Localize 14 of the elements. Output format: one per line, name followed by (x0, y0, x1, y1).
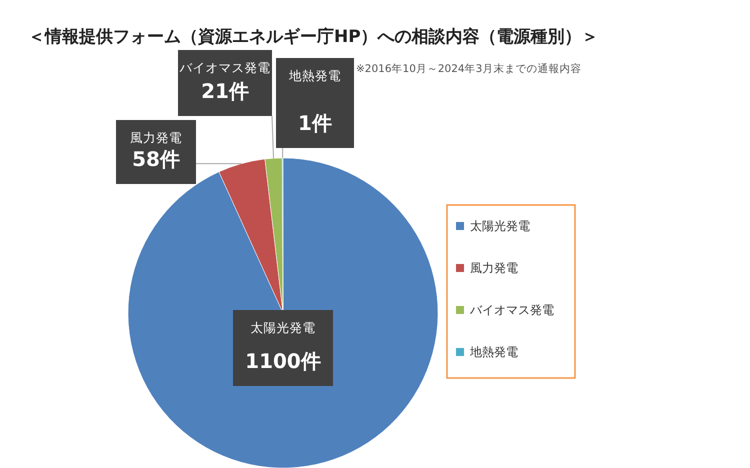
legend-label: バイオマス発電 (469, 303, 554, 317)
slice-label: バイオマス発電 (178, 60, 270, 75)
data-label: 21件 (201, 79, 249, 103)
legend-label: 地熱発電 (469, 345, 518, 359)
data-label: 58件 (132, 147, 180, 171)
legend-label: 太陽光発電 (470, 219, 530, 233)
slice-label: 風力発電 (130, 130, 182, 145)
data-label: 1件 (298, 111, 332, 135)
data-label: 1100件 (245, 349, 321, 373)
chart-title: ＜情報提供フォーム（資源エネルギー庁HP）への相談内容（電源種別）＞ (28, 27, 599, 47)
text: ※2016年10月～2024年3月末までの通報内容 (356, 62, 582, 75)
slice-label: 太陽光発電 (250, 320, 316, 335)
category-label: 地熱発電 (289, 68, 341, 83)
legend-label: 風力発電 (470, 261, 518, 275)
